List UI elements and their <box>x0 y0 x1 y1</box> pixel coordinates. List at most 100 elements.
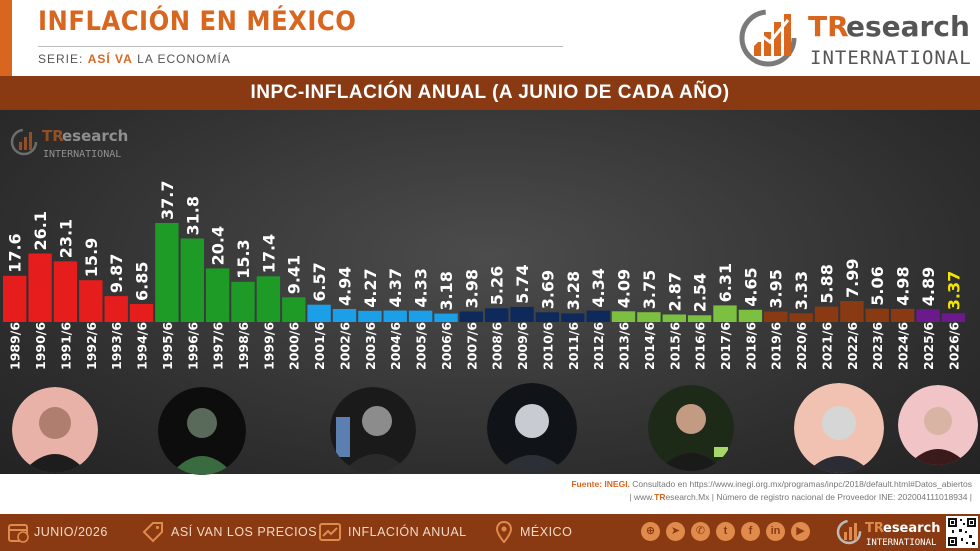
portrait-5-icon <box>648 385 734 471</box>
linkedin-icon[interactable]: in <box>766 522 785 541</box>
logo-arrow-icon <box>748 19 790 50</box>
value-label: 31.8 <box>183 196 202 235</box>
whatsapp-icon[interactable]: ✆ <box>691 522 710 541</box>
x-tick-label: 2021/6 <box>820 322 835 370</box>
portrait-7-icon <box>898 385 978 465</box>
bar-2005/6 <box>408 310 433 322</box>
source-line-1: Fuente: INEGI. Consultado en https://www… <box>571 478 972 491</box>
x-tick-label: 1998/6 <box>236 322 251 370</box>
portrait-4-body <box>497 455 567 473</box>
telegram-icon[interactable]: ➤ <box>666 522 685 541</box>
qr-code-icon[interactable] <box>946 516 978 548</box>
value-label: 9.41 <box>285 255 304 294</box>
watermark-tr: TR <box>42 127 64 145</box>
accent-strip <box>0 0 12 76</box>
x-tick-label: 2018/6 <box>743 322 758 370</box>
value-label: 4.34 <box>589 268 608 307</box>
x-tick-label: 2020/6 <box>794 322 809 370</box>
x-tick-label: 1995/6 <box>160 322 175 370</box>
logo-bar-icon <box>764 32 771 56</box>
portrait-4-icon <box>487 383 577 473</box>
source-label: Fuente: INEGI. <box>571 479 630 489</box>
bar-2024/6 <box>890 308 915 322</box>
x-tick-label: 2017/6 <box>718 322 733 370</box>
portrait-5-head <box>676 404 706 434</box>
bar-2018/6 <box>738 309 763 322</box>
value-label: 3.69 <box>538 270 557 309</box>
x-tick-label: 2016/6 <box>693 322 708 370</box>
value-label: 6.31 <box>716 263 735 302</box>
x-tick-label: 2002/6 <box>338 322 353 370</box>
value-label: 7.99 <box>843 259 862 298</box>
watermark-tagline: INTERNATIONAL <box>43 149 121 160</box>
x-tick-label: 2008/6 <box>490 322 505 370</box>
bar-1992/6 <box>79 280 103 322</box>
value-label: 6.85 <box>133 262 152 301</box>
value-label: 5.26 <box>488 266 507 305</box>
bar-2004/6 <box>383 310 407 322</box>
portrait-5-badge <box>714 447 728 457</box>
value-label: 4.65 <box>741 267 760 306</box>
bar-1995/6 <box>155 223 179 322</box>
watermark-logo: TR esearch INTERNATIONAL <box>10 127 128 160</box>
globe-icon[interactable]: ⊕ <box>641 522 660 541</box>
source-url[interactable]: Consultado en https://www.inegi.org.mx/p… <box>629 479 972 489</box>
value-label: 4.94 <box>336 267 355 306</box>
facebook-icon[interactable]: f <box>741 522 760 541</box>
bar-1993/6 <box>104 296 128 322</box>
x-tick-label: 2001/6 <box>312 322 327 370</box>
value-labels: 17.6 26.1 23.1 15.9 9.87 6.85 37.7 31.8 20.4 15.3… <box>6 181 964 313</box>
footer-logo[interactable]: TR esearch INTERNATIONAL <box>836 516 940 549</box>
x-tick-label: 1996/6 <box>185 322 200 370</box>
portrait-7-body <box>908 449 968 465</box>
site-rest[interactable]: esearch.Mx | Número de registro nacional… <box>665 492 972 502</box>
portrait-1-icon <box>12 387 98 473</box>
footer-annual-inflation: INFLACIÓN ANUAL <box>348 525 467 539</box>
title-divider <box>38 46 563 47</box>
bar-2001/6 <box>307 304 331 322</box>
bar-2012/6 <box>586 310 610 322</box>
x-tick-label: 2000/6 <box>287 322 302 370</box>
logo-tagline: INTERNATIONAL <box>810 47 972 69</box>
value-label: 4.98 <box>894 266 913 305</box>
bar-2013/6 <box>611 311 636 322</box>
inflation-bar-chart: 17.6 26.1 23.1 15.9 9.87 6.85 37.7 31.8 20.4 15.3… <box>3 181 965 370</box>
bar-2010/6 <box>535 312 560 322</box>
footer-date: JUNIO/2026 <box>34 525 108 539</box>
value-label: 20.4 <box>209 226 228 265</box>
bar-2015/6 <box>662 314 686 322</box>
bar-2021/6 <box>814 306 839 322</box>
x-tick-label: 2009/6 <box>515 322 530 370</box>
watermark-ring-icon <box>10 128 38 156</box>
footer-logo-tr: TR <box>865 521 884 536</box>
bar-1990/6 <box>28 253 52 322</box>
x-tick-label: 2006/6 <box>439 322 454 370</box>
bar-1994/6 <box>129 304 154 322</box>
value-label: 15.3 <box>234 239 253 278</box>
watermark-name: esearch <box>62 127 128 145</box>
twitter-icon[interactable]: t <box>716 522 735 541</box>
x-tick-label: 1993/6 <box>109 322 124 370</box>
bar-2026/6 <box>941 313 965 322</box>
watermark-bar-icon <box>29 132 32 150</box>
x-tick-label: 1999/6 <box>261 322 276 370</box>
x-tick-label: 2004/6 <box>388 322 403 370</box>
bar-1991/6 <box>53 261 78 322</box>
price-tag-icon <box>142 522 163 543</box>
value-label: 2.87 <box>665 272 684 311</box>
title-band <box>0 76 980 110</box>
bar-1989/6 <box>3 275 27 322</box>
source-line-2: | www.TResearch.Mx | Número de registro … <box>571 491 972 504</box>
portrait-2-body <box>170 456 234 475</box>
value-label: 9.87 <box>107 254 126 293</box>
footer-prices: ASÍ VAN LOS PRECIOS <box>171 525 318 539</box>
tresearch-logo[interactable]: TR esearch INTERNATIONAL <box>738 4 976 72</box>
bar-2016/6 <box>687 315 712 322</box>
x-tick-label: 1992/6 <box>84 322 99 370</box>
portrait-3-icon <box>330 387 416 473</box>
footer-bar <box>0 514 980 551</box>
x-tick-label: 2003/6 <box>363 322 378 370</box>
value-label: 26.1 <box>31 211 50 250</box>
youtube-icon[interactable]: ▶ <box>791 522 810 541</box>
value-label: 2.54 <box>691 273 710 312</box>
